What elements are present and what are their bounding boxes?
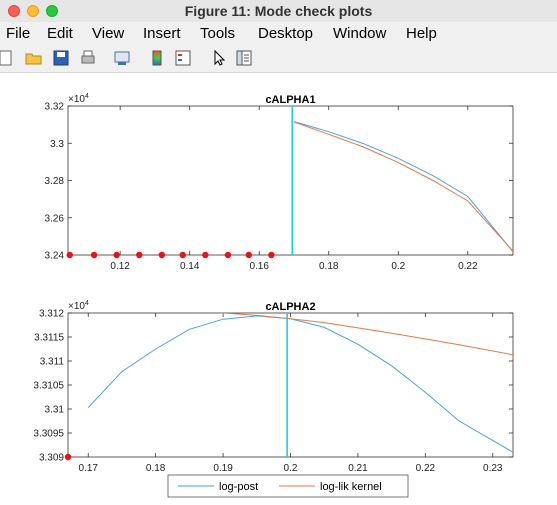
mode-marker-point	[158, 251, 166, 259]
print-icon[interactable]	[79, 49, 97, 67]
y-exponent-label: ×104	[68, 300, 89, 312]
x-tick-label: 0.22	[416, 463, 436, 474]
legend-icon[interactable]	[174, 49, 192, 67]
menu-window[interactable]: Window	[333, 25, 387, 42]
y-tick-label: 3.311	[40, 357, 65, 368]
mode-marker-point	[90, 251, 98, 259]
x-tick-label: 0.21	[348, 463, 368, 474]
minimize-window-button[interactable]	[27, 5, 39, 17]
plots-svg: 0.12 0.14 0.16 0.18 0.2 0.22 3.24 3.26 3.28 3.3 3.…	[33, 93, 514, 498]
window-titlebar: Figure 11: Mode check plots	[0, 0, 557, 23]
colorbar-icon[interactable]	[148, 49, 166, 67]
y-tick-label: 3.3	[50, 139, 64, 150]
mode-marker-point	[113, 251, 120, 259]
y-tick-label: 3.3115	[34, 333, 64, 344]
axes-title: cALPHA2	[265, 301, 315, 313]
menu-tools[interactable]: Tools	[200, 25, 236, 42]
axes-title: cALPHA1	[265, 94, 315, 106]
new-figure-icon[interactable]	[0, 49, 14, 67]
x-tick-label: 0.18	[146, 463, 166, 474]
menu-edit[interactable]: Edit	[47, 25, 73, 42]
mode-marker-point	[66, 251, 73, 259]
save-icon[interactable]	[52, 49, 70, 67]
x-tick-label: 0.16	[249, 261, 269, 272]
y-tick-label: 3.26	[45, 213, 65, 224]
mode-marker-point	[245, 251, 252, 259]
menu-bar: File Edit View Insert Tools Desktop Wind…	[0, 22, 557, 44]
property-editor-icon[interactable]	[235, 49, 253, 67]
y-exponent-label: ×104	[68, 93, 89, 105]
series-line-log-post	[293, 121, 513, 253]
x-tick-label: 0.23	[483, 463, 503, 474]
axes-calpha1: 0.12 0.14 0.16 0.18 0.2 0.22 3.24 3.26 3.28 3.3 3.…	[45, 93, 514, 272]
legend-label-log-post: log-post	[219, 481, 258, 493]
mode-marker-point	[179, 251, 186, 259]
x-tick-label: 0.2	[284, 463, 298, 474]
y-tick-label: 3.24	[45, 251, 65, 262]
window-title: Figure 11: Mode check plots	[184, 3, 373, 19]
menu-view[interactable]: View	[92, 25, 125, 42]
series-line-log-lik-kernel	[293, 121, 513, 252]
menu-insert[interactable]: Insert	[143, 25, 181, 42]
y-tick-label: 3.31	[45, 405, 65, 416]
mode-marker-point	[136, 251, 143, 259]
series-line-log-lik-kernel	[216, 313, 513, 356]
close-window-button[interactable]	[8, 5, 20, 17]
y-tick-label: 3.32	[45, 102, 65, 113]
plot-area	[67, 312, 514, 458]
x-tick-label: 0.19	[213, 463, 233, 474]
x-tick-label: 0.2	[391, 261, 405, 272]
menu-file[interactable]: File	[6, 25, 31, 42]
mode-marker-point	[202, 251, 209, 259]
mode-marker-point	[64, 453, 72, 461]
x-tick-label: 0.22	[458, 261, 478, 272]
mode-marker-point	[268, 251, 275, 259]
x-tick-label: 0.18	[319, 261, 339, 272]
plot-area	[67, 105, 514, 256]
figure-canvas: 0.12 0.14 0.16 0.18 0.2 0.22 3.24 3.26 3.28 3.3 3.…	[0, 73, 557, 500]
menu-desktop[interactable]: Desktop	[258, 25, 314, 42]
maximize-window-button[interactable]	[46, 5, 58, 17]
toolbar	[0, 44, 557, 73]
menu-help[interactable]: Help	[406, 25, 437, 42]
legend: log-post log-lik kernel	[167, 474, 409, 498]
x-tick-label: 0.17	[78, 463, 98, 474]
mode-marker-point	[224, 251, 232, 259]
link-icon[interactable]	[113, 49, 131, 67]
x-tick-label: 0.14	[180, 261, 200, 272]
y-tick-label: 3.28	[45, 176, 65, 187]
y-tick-label: 3.3095	[33, 429, 64, 440]
x-tick-label: 0.12	[110, 261, 130, 272]
pointer-icon[interactable]	[210, 49, 228, 67]
axes-calpha2: 0.17 0.18 0.19 0.2 0.21 0.22 0.23 3.309 3.3095 3.…	[33, 300, 514, 474]
y-tick-label: 3.312	[39, 309, 64, 320]
open-file-icon[interactable]	[25, 49, 43, 67]
y-tick-label: 3.309	[39, 453, 64, 464]
y-tick-label: 3.3105	[33, 381, 64, 392]
legend-label-log-lik-kernel: log-lik kernel	[320, 481, 382, 493]
